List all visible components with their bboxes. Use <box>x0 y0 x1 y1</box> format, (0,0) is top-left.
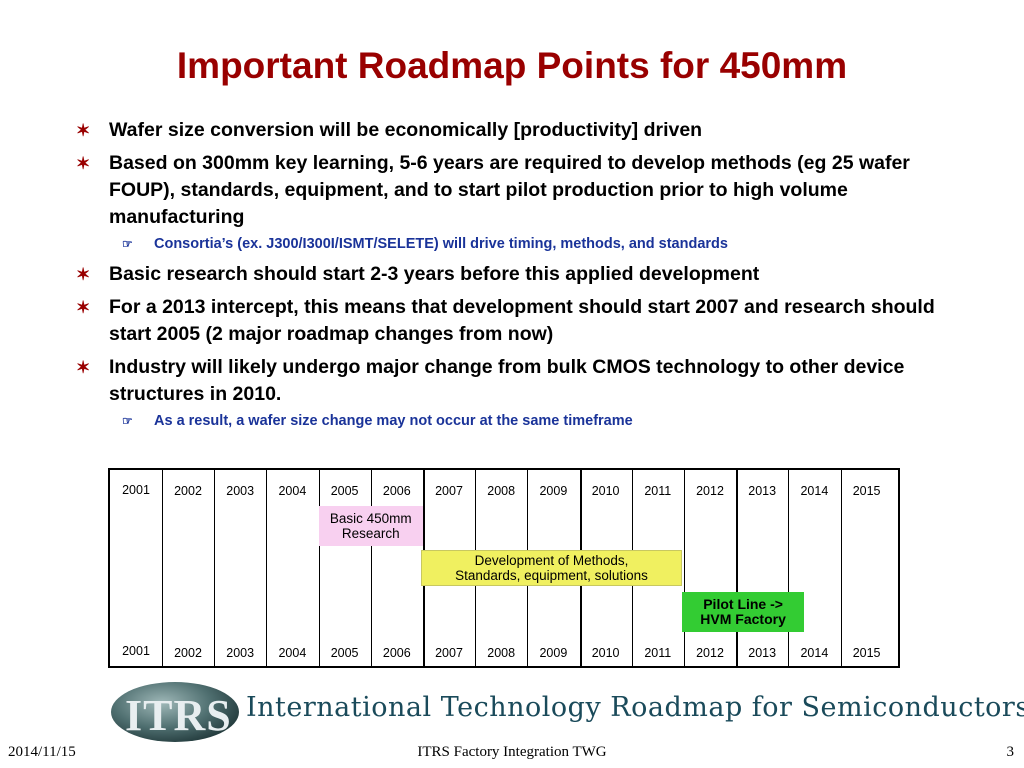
star-bullet-icon: ✶ <box>76 154 91 173</box>
bullet-text: Industry will likely undergo major chang… <box>109 356 905 405</box>
timeline-year-bottom: 2004 <box>278 646 307 660</box>
timeline-year-bottom: 2003 <box>226 646 255 660</box>
development-bar-label-2: Standards, equipment, solutions <box>455 568 648 583</box>
timeline-year-top: 2006 <box>382 484 411 498</box>
timeline-column-divider <box>736 470 739 666</box>
timeline-year-top: 2010 <box>591 484 620 498</box>
timeline-year-top: 2005 <box>330 484 359 498</box>
timeline-year-bottom: 2010 <box>591 646 620 660</box>
star-bullet-icon: ✶ <box>76 358 91 377</box>
timeline-year-top: 2014 <box>800 484 829 498</box>
timeline-year-top: 2009 <box>539 484 568 498</box>
timeline-year-top: 2003 <box>226 484 255 498</box>
logo-name: International Technology Roadmap for Sem… <box>246 692 1024 723</box>
sub-bullet-text: As a result, a wafer size change may not… <box>154 413 633 429</box>
timeline-year-bottom: 2001 <box>122 644 150 658</box>
star-bullet-icon: ✶ <box>76 121 91 140</box>
pointing-hand-icon: ☞ <box>122 237 133 251</box>
pilot-line-bar-label-2: HVM Factory <box>700 611 786 627</box>
bullet-item: ✶ Wafer size conversion will be economic… <box>74 117 974 144</box>
bullet-text: Basic research should start 2-3 years be… <box>109 263 760 285</box>
globe-icon: ITRS <box>111 682 239 742</box>
development-bar: Development of Methods, Standards, equipm… <box>421 550 682 586</box>
timeline-column-divider <box>214 470 216 666</box>
pilot-line-bar: Pilot Line -> HVM Factory <box>682 592 805 632</box>
pointing-hand-icon: ☞ <box>122 414 133 428</box>
timeline-year-top: 2001 <box>122 483 150 497</box>
bullet-item: ✶ Basic research should start 2-3 years … <box>74 261 974 288</box>
timeline-year-top: 2012 <box>696 484 724 498</box>
timeline-year-bottom: 2014 <box>800 646 829 660</box>
sub-bullet-text: Consortia’s (ex. J300/I300I/ISMT/SELETE)… <box>154 236 728 252</box>
timeline-year-top: 2007 <box>435 484 463 498</box>
sub-bullet-item: ☞ As a result, a wafer size change may n… <box>74 411 974 431</box>
timeline-year-bottom: 2015 <box>852 646 881 660</box>
bullet-text: For a 2013 intercept, this means that de… <box>109 296 935 345</box>
bullet-text: Based on 300mm key learning, 5-6 years a… <box>109 152 910 228</box>
research-bar-label-1: Basic 450mm <box>329 511 412 526</box>
slide-title: Important Roadmap Points for 450mm <box>176 45 848 86</box>
bullet-text: Wafer size conversion will be economical… <box>109 119 703 141</box>
bullet-item: ✶ Based on 300mm key learning, 5-6 years… <box>74 150 974 231</box>
research-bar: Basic 450mm Research <box>318 506 423 546</box>
timeline-column-divider <box>840 470 842 666</box>
pilot-line-bar-label-1: Pilot Line -> <box>703 596 783 612</box>
timeline-year-top: 2015 <box>852 484 881 498</box>
timeline-year-top: 2008 <box>487 484 516 498</box>
timeline-year-top: 2002 <box>174 484 202 498</box>
star-bullet-icon: ✶ <box>76 298 91 317</box>
timeline-column-divider <box>162 470 163 666</box>
sub-bullet-item: ☞ Consortia’s (ex. J300/I300I/ISMT/SELET… <box>74 234 974 254</box>
timeline-year-top: 2013 <box>748 484 777 498</box>
timeline-year-bottom: 2009 <box>539 646 568 660</box>
timeline-column-divider <box>266 470 268 666</box>
timeline-year-top: 2004 <box>278 484 307 498</box>
page-number: 3 <box>1006 744 1015 760</box>
timeline-year-top: 2011 <box>644 484 672 498</box>
timeline-year-bottom: 2007 <box>435 646 463 660</box>
footer-title: ITRS Factory Integration TWG <box>417 744 607 760</box>
timeline-column-divider <box>684 470 685 666</box>
development-bar-label-1: Development of Methods, <box>474 553 629 568</box>
bullet-list: ✶ Wafer size conversion will be economic… <box>74 117 974 438</box>
research-bar-label-2: Research <box>341 526 400 541</box>
bullet-item: ✶ For a 2013 intercept, this means that … <box>74 294 974 348</box>
timeline-column-divider <box>318 470 320 666</box>
timeline-year-bottom: 2008 <box>487 646 516 660</box>
timeline-year-bottom: 2005 <box>330 646 359 660</box>
timeline-column-divider <box>788 470 790 666</box>
logo-mark: ITRS <box>125 691 232 740</box>
footer-date: 2014/11/15 <box>8 744 76 760</box>
itrs-logo: ITRS International Technology Roadmap fo… <box>108 680 1024 744</box>
star-bullet-icon: ✶ <box>76 265 91 284</box>
timeline-year-bottom: 2011 <box>644 646 672 660</box>
timeline-year-bottom: 2013 <box>748 646 777 660</box>
timeline-year-bottom: 2006 <box>382 646 411 660</box>
timeline-column-divider <box>370 470 372 666</box>
timeline-year-bottom: 2002 <box>174 646 202 660</box>
roadmap-timeline: 2001 2001 2002 2002 2003 2003 2004 2004 2005 2005… <box>108 468 900 668</box>
bullet-item: ✶ Industry will likely undergo major cha… <box>74 354 974 408</box>
timeline-year-bottom: 2012 <box>696 646 724 660</box>
